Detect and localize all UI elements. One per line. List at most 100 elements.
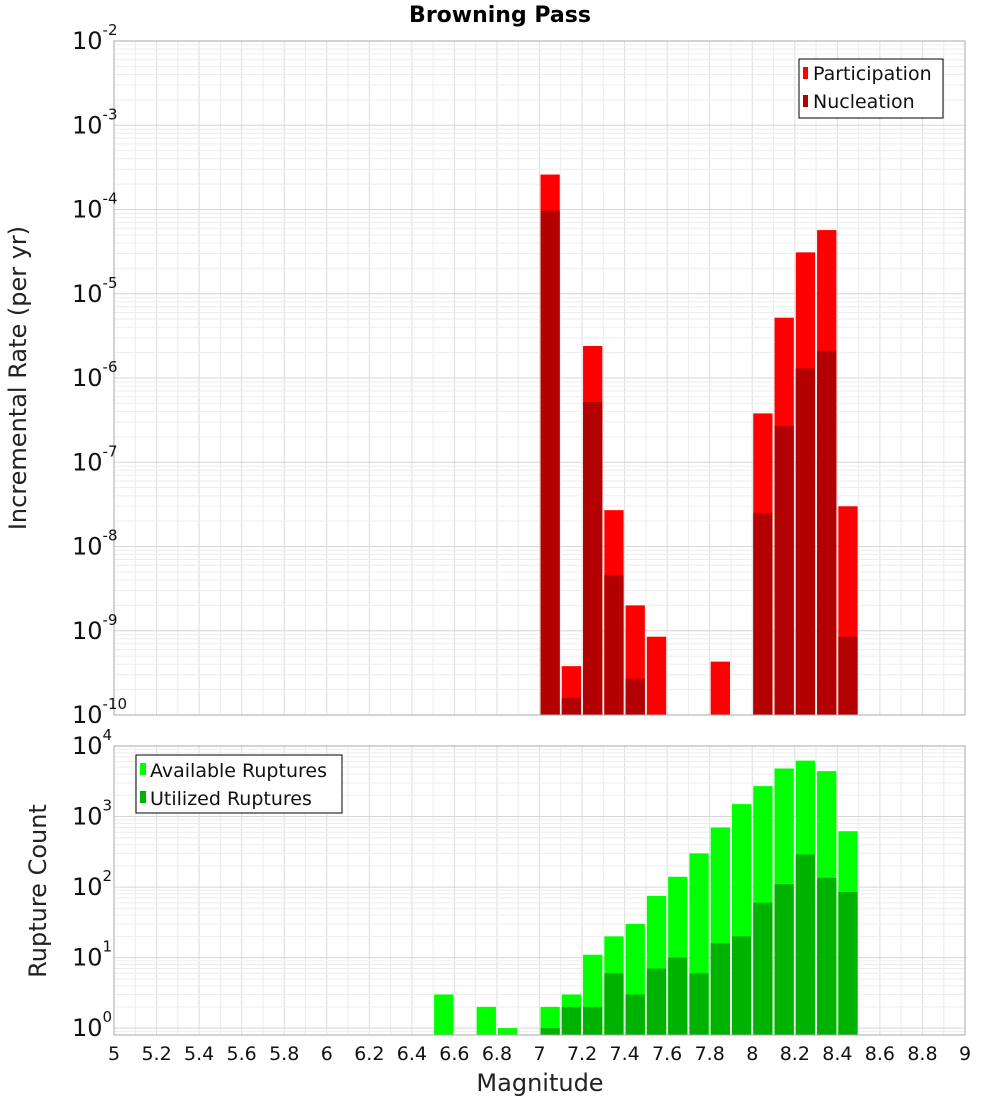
bar-participation: [710, 661, 730, 715]
top-y-tick-label: 10-6: [72, 358, 118, 392]
x-axis-label: Magnitude: [476, 1069, 603, 1097]
bar-utilized-ruptures: [583, 1006, 603, 1035]
x-tick-label: 5.8: [269, 1043, 299, 1065]
bar-nucleation: [838, 636, 858, 715]
top-y-tick-label: 10-4: [72, 190, 118, 224]
bottom-y-tick-label: 104: [72, 726, 112, 760]
x-tick-label: 6.2: [354, 1043, 384, 1065]
x-tick-label: 7: [533, 1043, 545, 1065]
bar-utilized-ruptures: [817, 877, 837, 1035]
x-tick-label: 8.2: [780, 1043, 810, 1065]
legend-label-participation: Participation: [813, 63, 932, 85]
top-y-tick-exponent: -2: [103, 21, 118, 39]
bottom-y-tick-label: 103: [72, 797, 112, 831]
x-tick-label: 5.2: [141, 1043, 171, 1065]
bar-utilized-ruptures: [540, 1028, 560, 1035]
bottom-y-tick-exponent: 1: [103, 938, 113, 956]
top-legend-box: [798, 58, 944, 119]
legend-swatch-nucleation: [803, 95, 808, 107]
bottom-bars: [434, 760, 858, 1035]
x-tick-label: 8.4: [822, 1043, 852, 1065]
bottom-y-tick-exponent: 2: [103, 867, 113, 885]
bottom-y-tick-exponent: 4: [103, 726, 113, 744]
bar-nucleation: [561, 697, 582, 715]
legend-label-nucleation: Nucleation: [813, 91, 915, 113]
bottom-y-tick-label: 102: [72, 867, 112, 901]
bar-utilized-ruptures: [646, 968, 667, 1035]
bar-utilized-ruptures: [689, 973, 709, 1035]
bottom-y-tick-label: 101: [72, 938, 112, 972]
x-tick-label: 8.6: [865, 1043, 895, 1065]
top-y-axis-label: Incremental Rate (per yr): [4, 226, 32, 530]
top-y-tick-exponent: -3: [103, 105, 118, 123]
top-y-tick-label: 10-5: [72, 274, 118, 308]
bottom-y-tick-exponent: 0: [103, 1008, 113, 1026]
x-tick-label: 8: [746, 1043, 758, 1065]
bottom-y-axis-label: Rupture Count: [24, 804, 52, 978]
top-plot-frame: [113, 40, 966, 716]
bar-participation: [646, 636, 667, 715]
x-tick-label: 8.8: [907, 1043, 937, 1065]
x-tick-label: 7.4: [609, 1043, 639, 1065]
x-tick-label: 5.6: [227, 1043, 257, 1065]
bar-utilized-ruptures: [774, 884, 794, 1035]
top-y-tick-label: 10-3: [72, 105, 118, 139]
top-y-tick-label: 10-2: [72, 21, 118, 55]
top-y-tick-exponent: -4: [103, 190, 118, 208]
bar-utilized-ruptures: [668, 957, 688, 1035]
bar-nucleation: [583, 401, 603, 715]
legend-swatch-available: [140, 763, 146, 775]
top-y-tick-label: 10-8: [72, 527, 118, 561]
x-tick-label: 7.6: [652, 1043, 682, 1065]
bottom-legend-box: [135, 754, 343, 814]
top-bars: [540, 174, 858, 715]
bottom-plot-frame: [113, 745, 966, 1036]
bar-utilized-ruptures: [561, 1006, 582, 1035]
legend-label-available: Available Ruptures: [150, 760, 327, 782]
bar-utilized-ruptures: [795, 854, 816, 1035]
x-tick-label: 6.4: [397, 1043, 427, 1065]
bar-nucleation: [604, 574, 624, 715]
bar-available-ruptures: [540, 1006, 560, 1035]
x-tick-labels: 5 5.2 5.4 5.6 5.8 6 6.2 6.4 6.6 6.8 7 7.2 7.4 7.6 7.8 8…: [108, 1043, 971, 1065]
bar-nucleation: [625, 678, 645, 715]
top-y-tick-exponent: -8: [103, 527, 118, 545]
top-y-tick-label: 10-7: [72, 442, 118, 476]
top-y-tick-labels: 10-10 10-9 10-8 10-7 10-6 10-5 10-4 10-3 10-2: [72, 21, 127, 729]
x-tick-label: 5: [108, 1043, 120, 1065]
top-y-tick-label: 10-9: [72, 611, 118, 645]
bar-utilized-ruptures: [838, 892, 858, 1035]
bar-available-ruptures: [497, 1028, 518, 1035]
bar-nucleation: [774, 425, 794, 715]
bar-nucleation: [540, 210, 560, 715]
x-tick-label: 6.6: [439, 1043, 469, 1065]
bar-available-ruptures: [434, 994, 454, 1035]
legend-label-utilized: Utilized Ruptures: [150, 788, 312, 810]
bar-nucleation: [817, 350, 837, 715]
x-tick-label: 9: [959, 1043, 971, 1065]
bar-utilized-ruptures: [753, 902, 773, 1035]
x-tick-label: 7.8: [695, 1043, 725, 1065]
bar-utilized-ruptures: [625, 994, 645, 1035]
chart-title: Browning Pass: [409, 3, 591, 28]
top-gridlines: [113, 40, 966, 716]
top-legend: Participation Nucleation: [798, 58, 944, 119]
bar-utilized-ruptures: [604, 973, 624, 1035]
bottom-y-tick-exponent: 3: [103, 797, 113, 815]
bar-nucleation: [795, 368, 816, 715]
bottom-legend: Available Ruptures Utilized Ruptures: [135, 754, 343, 814]
top-y-tick-exponent: -5: [103, 274, 118, 292]
legend-swatch-utilized: [140, 791, 146, 803]
bottom-y-tick-label: 100: [72, 1008, 112, 1042]
top-y-tick-exponent: -10: [103, 695, 128, 713]
bar-available-ruptures: [476, 1006, 496, 1035]
legend-swatch-participation: [803, 67, 808, 79]
top-y-tick-exponent: -7: [103, 442, 118, 460]
top-y-tick-exponent: -9: [103, 611, 118, 629]
bar-utilized-ruptures: [710, 943, 730, 1035]
top-y-tick-label: 10-10: [72, 695, 127, 729]
bar-nucleation: [753, 512, 773, 715]
